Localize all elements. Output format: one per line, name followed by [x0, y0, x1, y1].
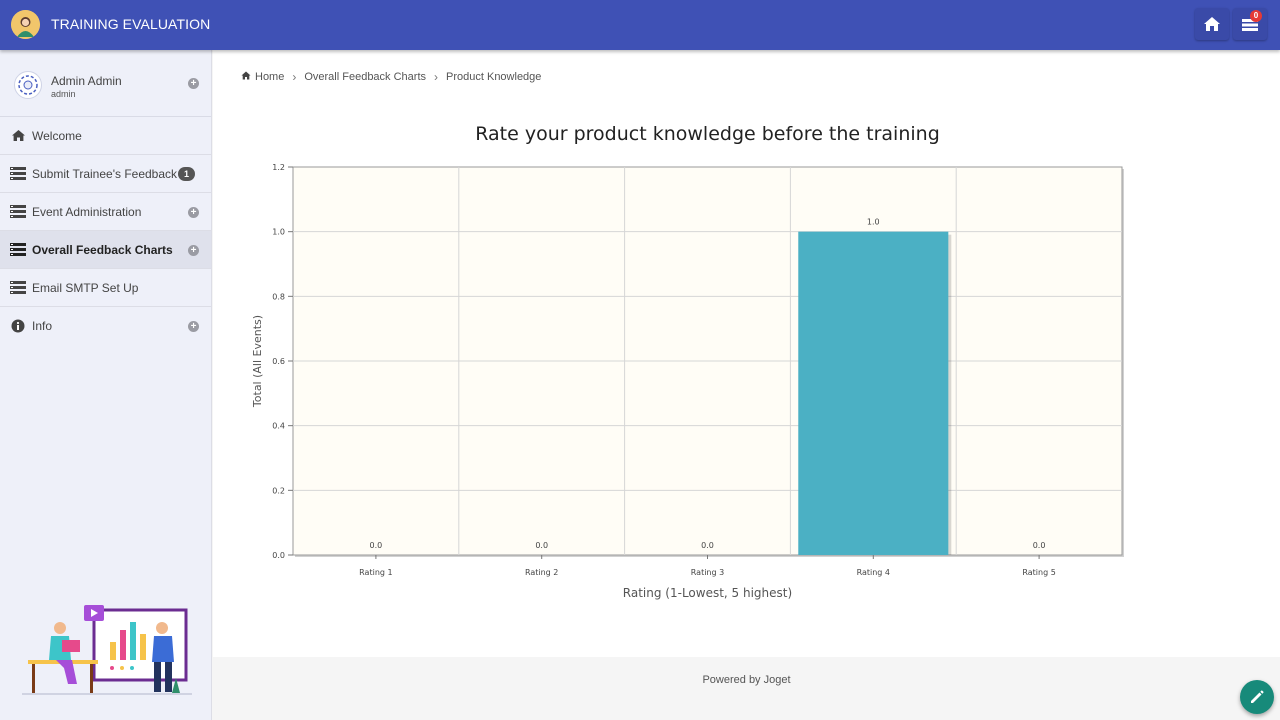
- edit-button[interactable]: [1240, 680, 1274, 714]
- expand-icon[interactable]: +: [188, 207, 199, 218]
- x-tick-label: Rating 1: [359, 568, 392, 577]
- expand-icon[interactable]: +: [188, 78, 199, 89]
- y-tick-label: 1.0: [272, 228, 285, 237]
- chevron-right-icon: ›: [434, 70, 439, 84]
- chevron-right-icon: ›: [292, 70, 297, 84]
- bar-value-label: 0.0: [535, 541, 548, 550]
- x-tick-label: Rating 3: [691, 568, 724, 577]
- breadcrumb: Home › Overall Feedback Charts › Product…: [241, 70, 541, 84]
- y-tick-label: 0.8: [272, 292, 285, 301]
- breadcrumb-current: Product Knowledge: [446, 71, 542, 83]
- expand-icon[interactable]: +: [188, 245, 199, 256]
- x-tick-label: Rating 5: [1022, 568, 1055, 577]
- top-bar: TRAINING EVALUATION 0: [0, 0, 1280, 50]
- sidebar-item-submit-feedback[interactable]: Submit Trainee's Feedback 1: [0, 155, 211, 193]
- app-title[interactable]: TRAINING EVALUATION: [51, 16, 211, 32]
- home-icon: [241, 71, 251, 83]
- x-axis-label: Rating (1-Lowest, 5 highest): [623, 586, 792, 600]
- sidebar: Admin Admin admin + Welcome Submit Train…: [0, 50, 212, 720]
- user-login: admin: [51, 89, 76, 99]
- chart-svg: Rate your product knowledge before the t…: [251, 123, 1124, 600]
- inbox-icon: [1242, 19, 1258, 31]
- inbox-count-badge: 0: [1250, 10, 1262, 22]
- y-tick-label: 0.0: [272, 551, 285, 560]
- list-icon: [10, 243, 26, 257]
- footer: Powered by Joget: [213, 657, 1280, 720]
- powered-by-text: Powered by Joget: [702, 674, 791, 686]
- sidebar-item-event-administration[interactable]: Event Administration +: [0, 193, 211, 231]
- sidebar-item-label: Event Administration: [32, 204, 142, 219]
- breadcrumb-section[interactable]: Overall Feedback Charts: [304, 71, 427, 83]
- x-tick-label: Rating 2: [525, 568, 558, 577]
- bar-value-label: 0.0: [701, 541, 714, 550]
- sidebar-item-label: Email SMTP Set Up: [32, 280, 139, 295]
- y-tick-label: 1.2: [272, 163, 285, 172]
- breadcrumb-home[interactable]: Home: [255, 71, 285, 83]
- sidebar-item-label: Info: [32, 319, 53, 333]
- bar: [798, 231, 949, 555]
- sidebar-item-label: Welcome: [32, 128, 82, 143]
- chart-title: Rate your product knowledge before the t…: [475, 123, 940, 145]
- home-icon: [10, 129, 26, 143]
- bar-chart: Rate your product knowledge before the t…: [243, 116, 1243, 616]
- info-icon: [10, 319, 26, 333]
- y-tick-label: 0.2: [272, 486, 285, 495]
- presentation-illustration: [22, 600, 192, 700]
- bar-value-label: 0.0: [1033, 541, 1046, 550]
- inbox-button[interactable]: 0: [1233, 8, 1267, 40]
- main-content: Home › Overall Feedback Charts › Product…: [213, 50, 1280, 657]
- sidebar-item-label: Submit Trainee's Feedback: [32, 166, 178, 181]
- y-axis-label: Total (All Events): [251, 315, 264, 408]
- expand-icon[interactable]: +: [188, 321, 199, 332]
- list-icon: [10, 205, 26, 219]
- avatar: [14, 71, 42, 99]
- y-tick-label: 0.6: [272, 357, 285, 366]
- list-icon: [10, 281, 26, 295]
- user-name: Admin Admin: [51, 74, 122, 88]
- user-profile[interactable]: Admin Admin admin +: [0, 50, 211, 117]
- home-icon: [1204, 17, 1220, 31]
- x-tick-label: Rating 4: [857, 568, 890, 577]
- sidebar-item-label: Overall Feedback Charts: [32, 242, 173, 257]
- app-logo[interactable]: [11, 10, 40, 39]
- count-badge: 1: [178, 167, 195, 181]
- sidebar-item-info[interactable]: Info +: [0, 307, 211, 345]
- sidebar-item-overall-feedback-charts[interactable]: Overall Feedback Charts +: [0, 231, 211, 269]
- sidebar-item-email-smtp[interactable]: Email SMTP Set Up: [0, 269, 211, 307]
- pencil-icon: [1251, 690, 1264, 703]
- list-icon: [10, 167, 26, 181]
- bar-value-label: 0.0: [370, 541, 383, 550]
- sidebar-item-welcome[interactable]: Welcome: [0, 117, 211, 155]
- home-button[interactable]: [1195, 8, 1229, 40]
- bar-value-label: 1.0: [867, 218, 880, 227]
- y-tick-label: 0.4: [272, 422, 285, 431]
